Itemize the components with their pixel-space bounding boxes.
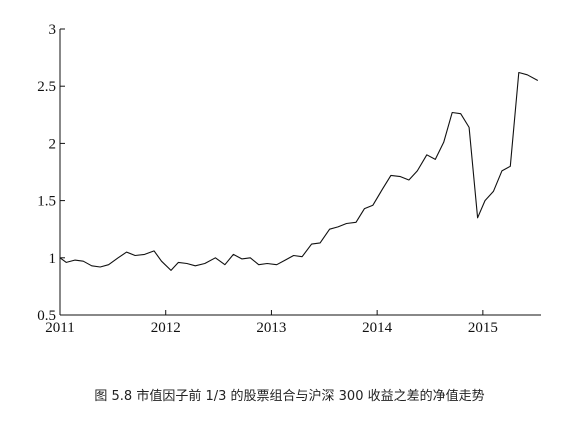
figure-caption: 图 5.8 市值因子前 1/3 的股票组合与沪深 300 收益之差的净值走势: [94, 389, 485, 404]
y-tick-label: 1.5: [37, 194, 56, 210]
y-tick-label: 1: [49, 251, 57, 267]
series-layer: [59, 71, 539, 271]
y-tick-label: 2: [49, 136, 57, 152]
chart-axes: [59, 29, 541, 316]
line-chart: 0.5 1 1.5 2 2.5 3 2011 2012 2013 2014 2015: [37, 22, 541, 336]
x-tick-label: 2013: [256, 320, 286, 336]
y-tick-label: 2.5: [37, 79, 56, 95]
y-axis-ticks: 0.5 1 1.5 2 2.5 3: [37, 22, 65, 324]
y-tick-label: 0.5: [37, 308, 56, 324]
y-tick-label: 3: [49, 22, 57, 38]
x-tick-label: 2015: [468, 320, 498, 336]
x-tick-label: 2012: [151, 320, 181, 336]
net-value-series-line: [59, 71, 539, 271]
x-tick-label: 2014: [362, 320, 393, 336]
x-axis-ticks: 2011 2012 2013 2014 2015: [45, 310, 498, 336]
x-tick-label: 2011: [45, 320, 74, 336]
